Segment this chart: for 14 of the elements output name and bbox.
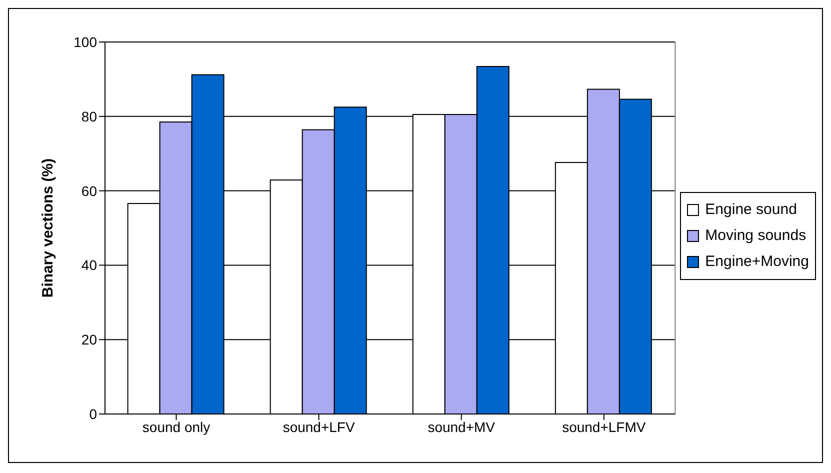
y-tick-label: 80 [81,108,98,124]
x-tick-label: sound+LFMV [562,418,646,435]
x-tick-label: sound only [142,418,210,435]
legend-label: Engine sound [705,200,797,220]
y-tick-label: 40 [81,257,98,274]
x-tick-label: sound+MV [428,418,496,435]
y-tick-label: 100 [74,34,98,50]
y-tick-label: 20 [81,332,98,348]
legend-label: Engine+Moving [705,252,809,272]
y-axis-title: Binary vections (%) [39,158,56,298]
y-tick-label: 60 [81,182,98,199]
y-tick-label: 0 [89,406,98,422]
legend-label: Moving sounds [705,226,806,246]
x-tick-label: sound+LFV [282,418,356,435]
